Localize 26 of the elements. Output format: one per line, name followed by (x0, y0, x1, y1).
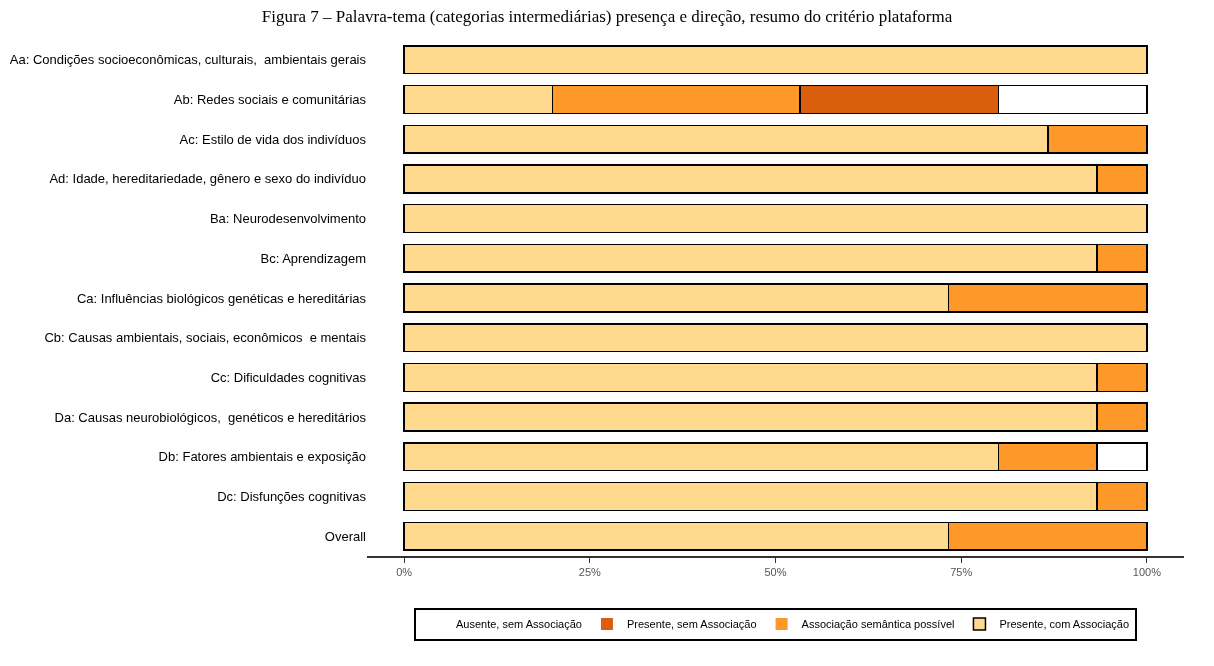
y-tick-label: Ab: Redes sociais e comunitárias (173, 92, 367, 108)
y-tick-label: Cb: Causas ambientais, sociais, econômicos e mentais (44, 330, 367, 346)
x-tick-label: 100% (1132, 566, 1162, 579)
x-tick-label: 25% (578, 566, 602, 579)
y-tick-label: Bc: Aprendizagem (260, 250, 366, 266)
y-tick-label: Dc: Disfunções cognitivas (217, 489, 367, 505)
y-tick-label: Db: Fatores ambientais e exposição (158, 449, 366, 465)
legend-label: Presente, sem Associação (626, 618, 757, 631)
bar (403, 45, 1148, 75)
chart-title: Figura 7 – Palavra-tema (categorias intermediárias) presença e direção, resumo do critério plataforma (261, 6, 953, 26)
x-tick-label: 50% (764, 566, 787, 579)
y-tick-label: Ac: Estilo de vida dos indivíduos (179, 131, 367, 147)
y-tick-label: Ca: Influências biológicos genéticas e hereditárias (76, 290, 367, 306)
text: Ausente, sem Associação (456, 618, 582, 631)
x-tick-label: 0% (396, 566, 413, 579)
legend-label: Associação semântica possível (801, 618, 955, 631)
y-tick-label: Overall (324, 528, 367, 544)
y-tick-label: Cc: Dificuldades cognitivas (210, 369, 367, 385)
x-tick-label: 75% (950, 566, 973, 579)
bar (403, 323, 1148, 353)
y-tick-label: Da: Causas neurobiológicos, genéticos e hereditários (54, 409, 367, 425)
y-tick-label: Aa: Condições socioeconômicas, culturais, ambientais gerais (9, 52, 367, 68)
y-tick-label: Ba: Neurodesenvolvimento (209, 211, 366, 227)
legend-label: Presente, com Associação (999, 618, 1130, 631)
y-tick-label: Ad: Idade, hereditariedade, gênero e sexo do indivíduo (49, 171, 366, 187)
bar (403, 203, 1148, 234)
